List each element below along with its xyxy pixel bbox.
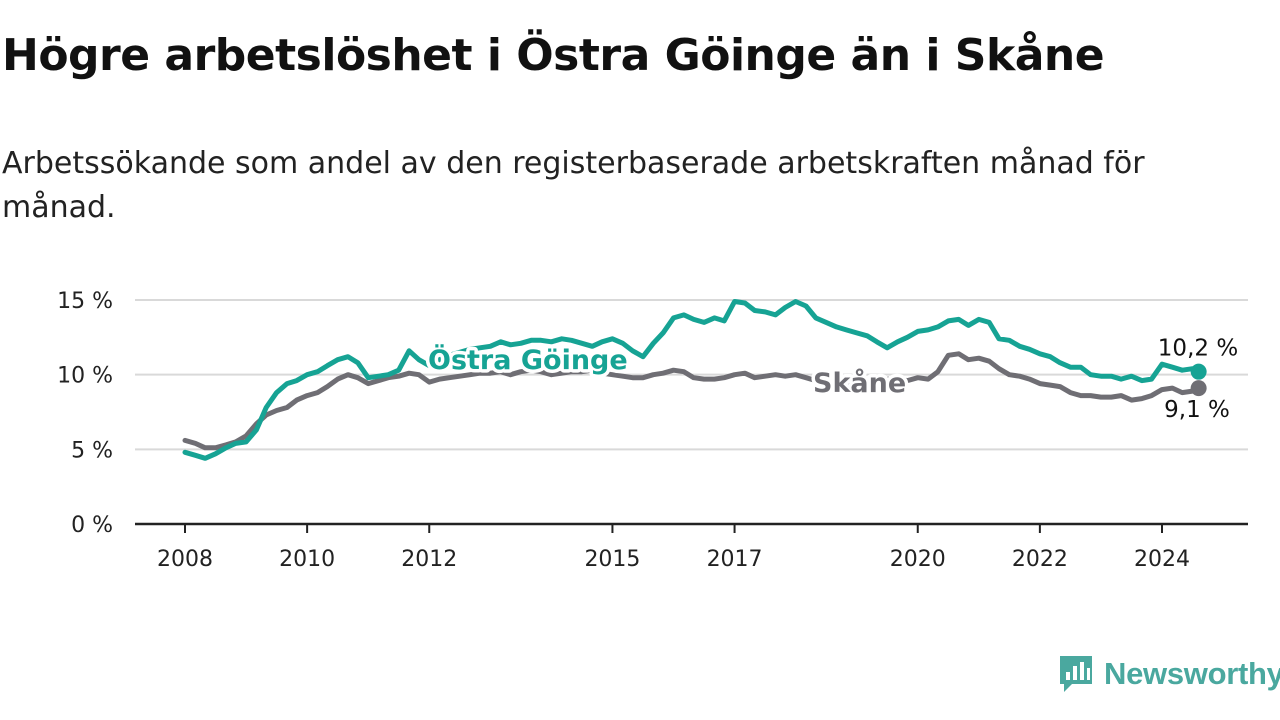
newsworthy-logo-icon	[1060, 656, 1092, 692]
end-label-ostra-goinge: 10,2 %	[1158, 336, 1238, 362]
line-layer	[182, 299, 1207, 461]
x-tick-label: 2012	[401, 547, 457, 572]
series-label-ostra-goinge: Östra Göinge	[428, 343, 628, 376]
chart-title: Högre arbetslöshet i Östra Göinge än i S…	[2, 30, 1105, 81]
grid-layer	[135, 299, 1248, 533]
end-label-skane: 9,1 %	[1164, 397, 1230, 423]
series-line-ostra-goinge	[182, 299, 1202, 461]
series-label-skane: Skåne	[813, 367, 906, 399]
x-tick-label: 2022	[1012, 547, 1068, 572]
series-line-skane	[182, 351, 1202, 451]
y-tick-label: 5 %	[71, 438, 113, 463]
x-tick-label: 2024	[1134, 547, 1190, 572]
end-point-skane	[1190, 380, 1207, 397]
label-layer: 0 % 5 % 10 % 15 % 2008 2010 2012 2015 2017 2020 20…	[57, 289, 1238, 572]
x-tick-label: 2017	[707, 547, 763, 572]
y-tick-label: 15 %	[57, 289, 113, 314]
brand-name: Newsworthy	[1104, 656, 1280, 691]
x-tick-label: 2015	[584, 547, 640, 572]
x-tick-label: 2010	[279, 547, 335, 572]
brand-logo: Newsworthy	[1058, 654, 1280, 694]
y-tick-label: 0 %	[71, 513, 113, 538]
y-tick-label: 10 %	[57, 364, 113, 389]
x-tick-label: 2020	[890, 547, 946, 572]
x-tick-label: 2008	[157, 547, 213, 572]
end-point-ostra-goinge	[1190, 363, 1207, 380]
chart-subtitle: Arbetssökande som andel av den registerb…	[2, 146, 1145, 225]
